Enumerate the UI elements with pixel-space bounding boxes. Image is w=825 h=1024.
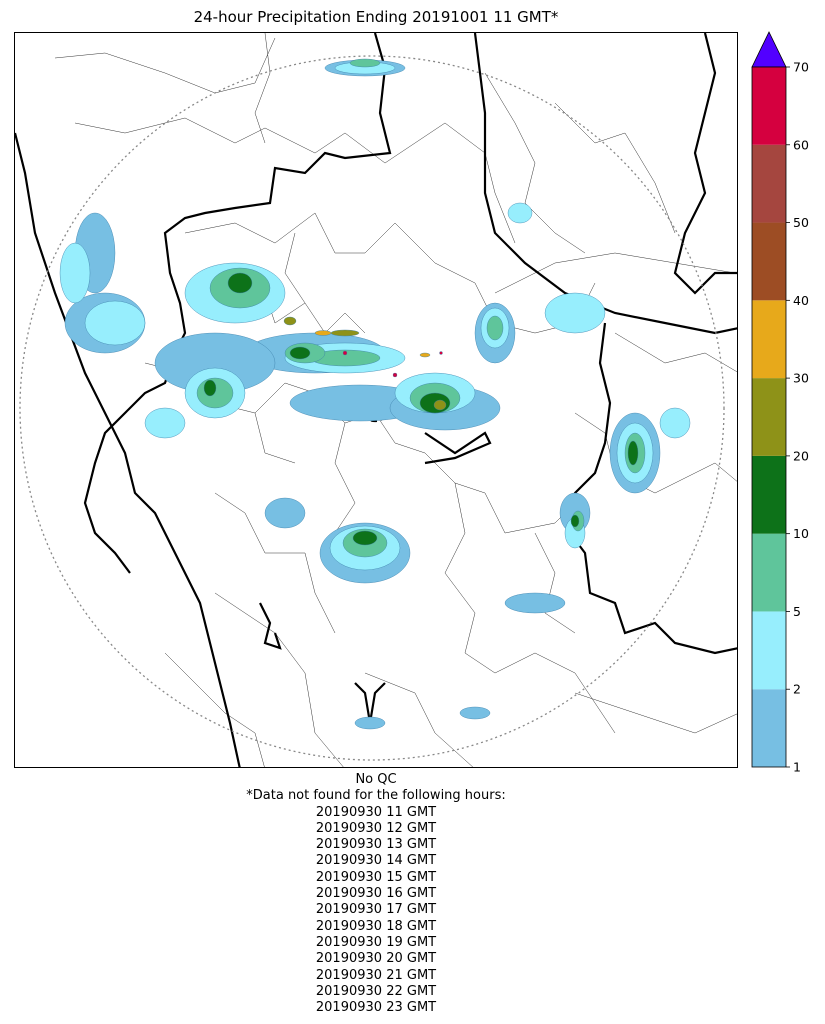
colorbar-tick-label: 40	[793, 293, 809, 308]
missing-hour-item: 20190930 13 GMT	[315, 837, 437, 853]
missing-hour-item: 20190930 14 GMT	[315, 853, 437, 869]
colorbar-tick-label: 30	[793, 371, 809, 386]
colorbar-bin	[752, 533, 786, 612]
missing-hour-item: 20190930 20 GMT	[315, 951, 437, 967]
colorbar-tick-label: 1	[793, 760, 801, 775]
missing-hour-item: 20190930 19 GMT	[315, 934, 437, 950]
colorbar-bin	[752, 689, 786, 767]
colorbar-border	[751, 66, 787, 768]
missing-hour-item: 20190930 23 GMT	[315, 1000, 437, 1016]
missing-hours-list: 20190930 11 GMT 20190930 12 GMT 20190930 1…	[14, 805, 738, 1017]
state-boundaries	[15, 33, 737, 767]
missing-hour-item: 20190930 15 GMT	[315, 869, 437, 885]
colorbar-tick-label: 70	[793, 60, 809, 75]
radar-range-ring	[19, 55, 725, 761]
missing-hour-item: 20190930 11 GMT	[315, 804, 437, 820]
colorbar-tick-label: 2	[793, 682, 801, 697]
colorbar-bin	[752, 222, 786, 301]
missing-hour-item: 20190930 16 GMT	[315, 886, 437, 902]
colorbar-bin	[752, 378, 786, 456]
colorbar-tick-label: 50	[793, 215, 809, 230]
colorbar-bin	[752, 611, 786, 690]
missing-hour-item: 20190930 12 GMT	[315, 820, 437, 836]
map-canvas	[15, 33, 737, 767]
missing-data-header: *Data not found for the following hours:	[246, 788, 506, 804]
colorbar-tick-label: 20	[793, 448, 809, 463]
footnotes: No QC *Data not found for the following …	[14, 772, 738, 1016]
missing-hour-item: 20190930 21 GMT	[315, 967, 437, 983]
colorbar-bin	[752, 144, 786, 223]
qc-note: No QC	[355, 772, 397, 787]
colorbar-bin	[752, 300, 786, 379]
colorbar-bin	[752, 67, 786, 145]
missing-hour-item: 20190930 18 GMT	[315, 918, 437, 934]
missing-hour-item: 20190930 17 GMT	[315, 902, 437, 918]
colorbar-scale: 1 2 5 10 20 30 40 50 60 70	[751, 31, 809, 775]
colorbar-tick-label: 5	[793, 604, 801, 619]
colorbar-bin	[752, 455, 786, 534]
missing-hour-item: 20190930 22 GMT	[315, 983, 437, 999]
colorbar-tick-label: 60	[793, 137, 809, 152]
precipitation-map	[14, 32, 738, 768]
colorbar-tick-label: 10	[793, 526, 809, 541]
colorbar-extend-arrow	[751, 31, 787, 68]
map-title: 24-hour Precipitation Ending 20191001 11…	[193, 8, 559, 26]
precipitation-colorbar: 1 2 5 10 20 30 40 50 60 70	[751, 30, 825, 775]
precipitation-field	[59, 58, 691, 730]
